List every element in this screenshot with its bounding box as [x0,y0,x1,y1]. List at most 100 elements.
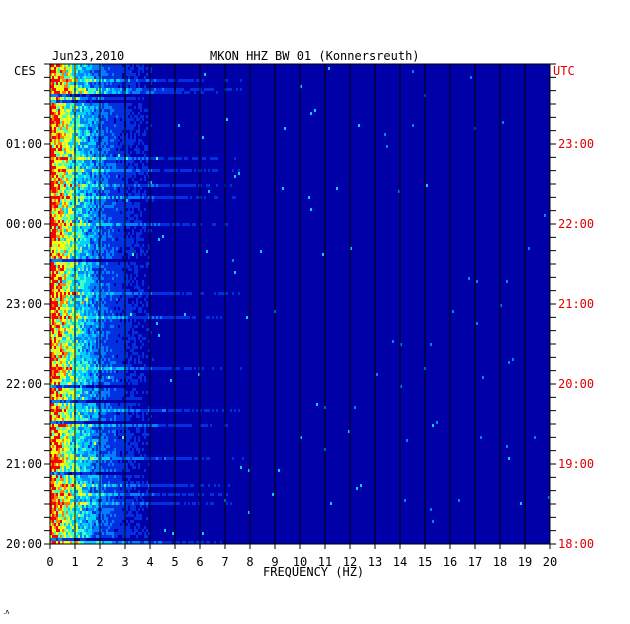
spectrogram-cell [86,274,88,277]
spectrogram-cell [118,199,120,202]
spectrogram-cell [112,289,114,292]
spectrogram-cell [92,181,94,184]
spectrogram-cell [52,211,54,214]
spectrogram-cell [108,97,110,100]
spectrogram-cell [98,232,100,235]
spectrogram-cell [130,109,132,112]
spectrogram-cell [116,163,118,166]
spectrogram-cell [106,364,108,367]
spectrogram-cell [110,115,112,118]
spectrogram-cell [116,67,118,70]
spectrogram-cell [90,364,92,367]
spectrogram-cell [152,196,154,199]
spectrogram-cell [98,361,100,364]
spectrogram-cell [66,70,68,73]
spectrogram-cell [94,277,96,280]
spectrogram-cell [118,163,120,166]
spectrogram-cell [94,274,96,277]
spectrogram-cell [186,184,188,187]
spectrogram-cell [116,109,118,112]
spectrogram-cell [88,163,90,166]
spectrogram-cell [68,289,70,292]
spectrogram-cell [114,142,116,145]
spectrogram-cell [92,205,94,208]
spectrogram-cell [100,112,102,115]
spectrogram-cell [126,220,128,223]
spectrogram-cell [98,367,100,370]
spectrogram-cell [120,322,122,325]
spectrogram-cell [88,361,90,364]
spectrogram-cell [56,313,58,316]
spectrogram-cell [56,289,58,292]
spectrogram-cell [92,265,94,268]
spectrogram-cell [68,142,70,145]
spectrogram-cell [112,148,114,151]
spectrogram-cell [54,322,56,325]
spectrogram-cell [72,202,74,205]
spectrogram-cell [82,172,84,175]
spectrogram-cell [146,199,148,202]
spectrogram-cell [128,73,130,76]
spectrogram-cell [110,205,112,208]
spectrogram-cell [112,172,114,175]
spectrogram-cell [122,352,124,355]
spectrogram-cell [88,124,90,127]
spectrogram-cell [114,379,116,382]
spectrogram-cell [58,130,60,133]
spectrogram-cell [90,253,92,256]
spectrogram-cell [64,340,66,343]
spectrogram-cell [66,118,68,121]
spectrogram-cell [78,388,80,391]
spectrogram-cell [86,199,88,202]
spectrogram-cell [60,364,62,367]
spectrogram-cell [200,169,202,172]
spectrogram-cell [62,247,64,250]
spectrogram-cell [78,346,80,349]
spectrogram-cell [194,184,196,187]
spectrogram-cell [100,199,102,202]
spectrogram-cell [56,145,58,148]
spectrogram-cell [114,190,116,193]
spectrogram-cell [102,250,104,253]
spectrogram-cell [118,118,120,121]
spectrogram-cell [58,178,60,181]
spectrogram-cell [54,196,56,199]
spectrogram-cell [132,316,134,319]
spectrogram-cell [108,178,110,181]
spectrogram-cell [68,319,70,322]
spectrogram-cell [58,316,60,319]
spectrogram-cell [80,169,82,172]
spectrogram-cell [80,352,82,355]
spectrogram-cell [112,133,114,136]
spectrogram-cell [56,187,58,190]
spectrogram-cell [88,70,90,73]
spectrogram-cell [148,181,150,184]
spectrogram-cell [72,196,74,199]
spectrogram-cell [106,388,108,391]
spectrogram-cell [60,79,62,82]
spectrogram-cell [112,169,114,172]
spectrogram-cell [98,124,100,127]
spectrogram-cell [80,238,82,241]
spectrogram-cell [62,316,64,319]
spectrogram-cell [136,232,138,235]
spectrogram-cell [90,355,92,358]
spectrogram-cell [120,85,122,88]
spectrogram-cell [78,226,80,229]
spectrogram-cell [112,256,114,259]
spectrogram-cell [106,73,108,76]
spectrogram-cell [60,352,62,355]
spectrogram-cell [58,247,60,250]
spectrogram-cell [52,361,54,364]
spectrogram-cell [108,367,110,370]
spectrogram-cell [76,370,78,373]
spectrogram-cell [58,181,60,184]
spectrogram-cell [70,331,72,334]
spectrogram-cell [122,196,124,199]
spectrogram-cell [98,73,100,76]
spectrogram-cell [206,250,208,253]
spectrogram-cell [162,88,164,91]
spectrogram-cell [118,217,120,220]
spectrogram-cell [88,367,90,370]
spectrogram-cell [116,322,118,325]
